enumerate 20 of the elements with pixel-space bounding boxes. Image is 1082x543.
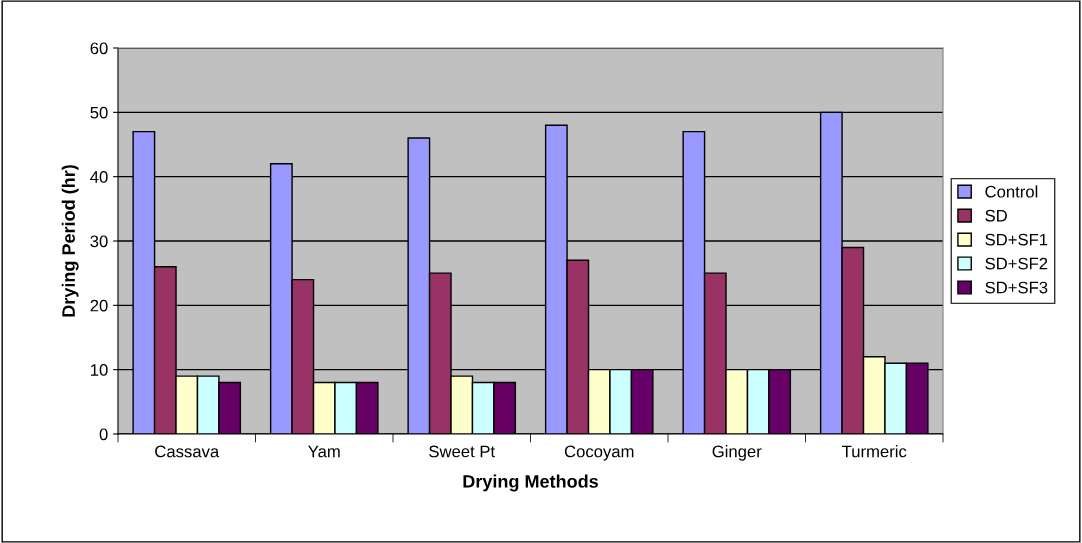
- y-axis-title: Drying Period (hr): [61, 165, 79, 317]
- y-tick-label: 30: [90, 235, 108, 248]
- legend-label: SD: [985, 209, 1007, 222]
- legend-label: Control: [985, 185, 1038, 198]
- y-tick-label: 40: [90, 171, 108, 183]
- legend-label: SD+SF1: [985, 233, 1048, 246]
- y-tick-label: 60: [90, 42, 108, 55]
- x-tick-label: Sweet Pt: [429, 445, 495, 458]
- x-axis-title: Drying Methods: [463, 474, 598, 492]
- legend-label: SD+SF2: [985, 257, 1048, 270]
- y-tick-label: 10: [91, 364, 108, 376]
- x-tick-label: Ginger: [712, 445, 762, 461]
- x-tick-label: Cassava: [155, 445, 220, 458]
- legend-label: SD+SF3: [985, 281, 1048, 294]
- x-tick-label: Cocoyam: [564, 445, 634, 461]
- y-tick-label: 20: [90, 299, 108, 312]
- y-tick-label: 50: [90, 106, 108, 119]
- x-tick-label: Turmeric: [842, 445, 907, 458]
- x-tick-label: Yam: [308, 445, 340, 458]
- y-tick-label: 0: [99, 428, 108, 441]
